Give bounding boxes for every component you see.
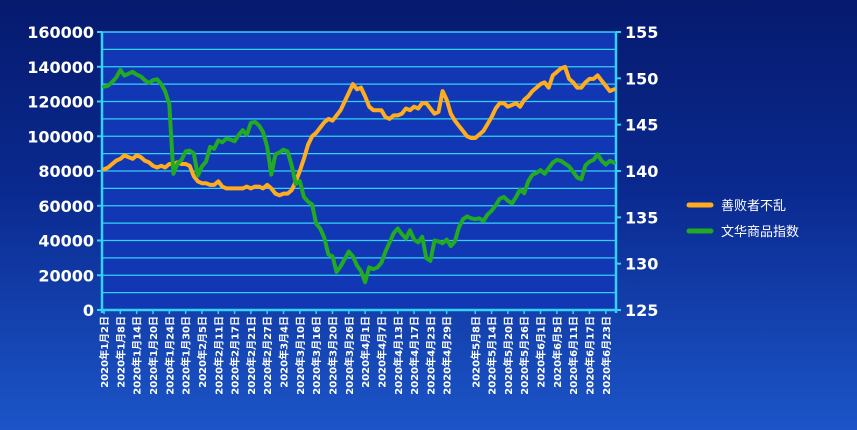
- x-tick-label: 2020年3月20日: [326, 316, 339, 395]
- axes: 0 20000 40000 60000 80000 100000 120000 140000 1…: [27, 23, 658, 395]
- x-tick-label: 2020年5月14日: [486, 316, 499, 395]
- x-tick-label: 2020年2月11日: [212, 316, 225, 395]
- x-tick-label: 2020年5月20日: [502, 316, 515, 395]
- legend-label-2: 文华商品指数: [721, 225, 799, 240]
- x-tick-label: 2020年4月23日: [424, 316, 437, 395]
- y-left-tick-label: 100000: [27, 127, 94, 146]
- y-left-tick-label: 0: [83, 301, 94, 320]
- legend-label-1: 善败者不乱: [721, 198, 786, 214]
- y-left-tick-label: 160000: [27, 23, 94, 42]
- y-left-tick-label: 120000: [27, 93, 94, 112]
- x-tick-label: 2020年1月2日: [98, 316, 111, 388]
- x-tick-label: 2020年5月8日: [469, 316, 482, 388]
- y-right-tick-label: 140: [625, 162, 658, 181]
- series-lines: [102, 64, 616, 285]
- x-tick-label: 2020年3月10日: [294, 316, 307, 395]
- y-right-tick-label: 125: [625, 301, 658, 320]
- grid-lines: [102, 31, 616, 294]
- y-right-tick-label: 145: [625, 116, 658, 135]
- x-tick-label: 2020年6月23日: [600, 316, 613, 395]
- x-tick-label: 2020年6月11日: [567, 316, 580, 395]
- x-tick-label: 2020年3月26日: [343, 316, 356, 395]
- x-tick-label: 2020年4月1日: [359, 316, 372, 388]
- x-tick-label: 2020年2月17日: [229, 316, 242, 395]
- x-tick-label: 2020年5月26日: [518, 316, 531, 395]
- y-left-tick-label: 80000: [38, 162, 94, 181]
- x-tick-label: 2020年6月5日: [551, 316, 564, 388]
- x-tick-label: 2020年4月13日: [392, 316, 405, 395]
- x-tick-label: 2020年1月8日: [114, 316, 127, 388]
- x-tick-label: 2020年1月14日: [131, 316, 144, 395]
- x-tick-label: 2020年3月16日: [310, 316, 323, 395]
- y-right-tick-label: 155: [625, 23, 658, 42]
- x-tick-label: 2020年3月4日: [278, 316, 291, 388]
- x-tick-label: 2020年1月30日: [180, 316, 193, 395]
- x-tick-label: 2020年1月20日: [147, 316, 160, 395]
- x-tick-label: 2020年2月21日: [245, 316, 258, 395]
- series-line-2: [102, 68, 616, 285]
- y-right-tick-label: 135: [625, 208, 658, 227]
- x-tick-label: 2020年4月7日: [375, 316, 388, 388]
- x-tick-label: 2020年4月29日: [441, 316, 454, 395]
- x-tick-label: 2020年2月5日: [196, 316, 209, 388]
- y-right-tick-label: 130: [625, 255, 658, 274]
- y-right-tick-label: 150: [625, 69, 658, 88]
- x-tick-label: 2020年6月17日: [583, 316, 596, 395]
- y-left-tick-label: 60000: [38, 197, 94, 216]
- x-tick-label: 2020年2月27日: [261, 316, 274, 395]
- x-tick-label: 2020年6月1日: [535, 316, 548, 388]
- x-tick-label: 2020年4月17日: [408, 316, 421, 395]
- y-left-tick-label: 40000: [38, 232, 94, 251]
- series-line-1: [102, 64, 616, 198]
- y-left-tick-label: 140000: [27, 58, 94, 77]
- y-left-tick-label: 20000: [38, 266, 94, 285]
- x-tick-label: 2020年1月24日: [163, 316, 176, 395]
